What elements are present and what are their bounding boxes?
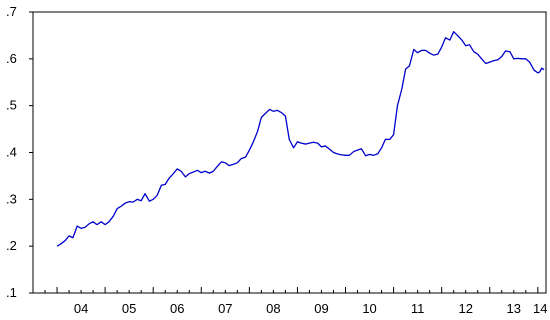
y-tick-label: .7 — [6, 4, 17, 19]
y-tick-label: .2 — [6, 238, 17, 253]
x-tick-label: 11 — [411, 301, 425, 316]
x-tick-label: 12 — [458, 301, 472, 316]
series-line — [56, 31, 545, 247]
x-tick-label: 13 — [507, 301, 521, 316]
x-tick-label: 08 — [266, 301, 280, 316]
y-tick-label: .4 — [6, 145, 17, 160]
y-tick-label: .6 — [6, 51, 17, 66]
x-tick-label: 04 — [74, 301, 88, 316]
x-tick-label: 07 — [218, 301, 232, 316]
y-tick-label: .3 — [6, 191, 17, 206]
labels-layer: .1 .2 .3 .4 .5 .6 .7 04 05 06 07 08 09 10 11 12 13 14 — [6, 4, 547, 316]
ticks-layer — [29, 11, 539, 294]
x-tick-label: 09 — [314, 301, 328, 316]
x-tick-label: 10 — [362, 301, 376, 316]
y-tick-label: .1 — [6, 285, 17, 300]
x-tick-label: 14 — [533, 301, 547, 316]
x-tick-label: 05 — [122, 301, 136, 316]
y-tick-label: .5 — [6, 98, 17, 113]
x-tick-label: 06 — [170, 301, 184, 316]
plot-frame — [32, 11, 547, 294]
